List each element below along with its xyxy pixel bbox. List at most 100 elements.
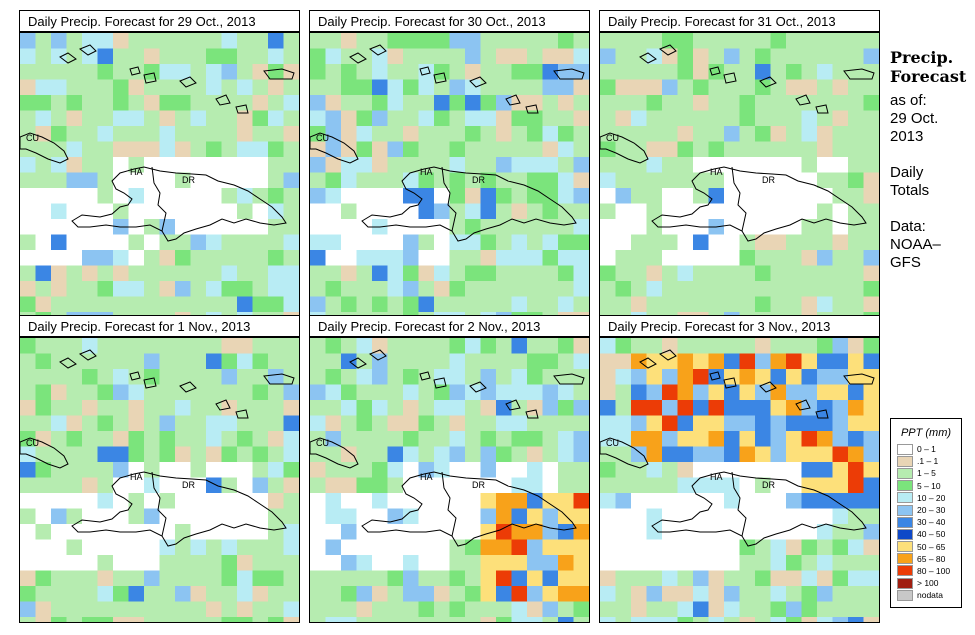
precip-cell xyxy=(144,570,160,587)
precip-cell xyxy=(51,353,67,370)
precip-cell xyxy=(646,338,663,354)
precip-cell xyxy=(159,508,176,525)
precip-cell xyxy=(403,415,419,432)
precip-cell xyxy=(631,188,647,204)
precip-cell xyxy=(268,400,284,416)
precip-cell xyxy=(20,415,36,432)
precip-cell xyxy=(480,493,497,509)
precip-cell xyxy=(128,555,145,571)
precip-cell xyxy=(527,493,543,509)
haiti-dr-border xyxy=(441,471,457,537)
precip-cell xyxy=(325,493,342,509)
precip-cell xyxy=(372,234,388,251)
precip-cell xyxy=(848,570,864,587)
precip-cell xyxy=(66,508,83,525)
island-coastline xyxy=(143,72,157,84)
precip-cell xyxy=(677,601,694,618)
precip-cell xyxy=(252,95,269,111)
precip-cell xyxy=(144,508,160,525)
precip-cell xyxy=(542,234,559,251)
precip-cell xyxy=(82,338,98,354)
precip-cell xyxy=(175,400,191,416)
precip-cell xyxy=(631,95,647,111)
precip-cell xyxy=(600,539,616,556)
precip-cell xyxy=(221,172,238,189)
precip-cell xyxy=(310,95,326,111)
precip-cell xyxy=(631,617,647,622)
precip-cell xyxy=(770,250,787,266)
precip-cell xyxy=(341,570,357,587)
precip-cell xyxy=(739,250,756,266)
precip-cell xyxy=(268,33,284,49)
precip-cell xyxy=(325,477,342,494)
precip-cell xyxy=(387,79,404,96)
precip-cell xyxy=(310,384,326,401)
precip-cell xyxy=(496,219,512,235)
precip-cell xyxy=(770,462,787,478)
precip-cell xyxy=(755,79,771,96)
precip-cell xyxy=(175,586,191,602)
precip-cell xyxy=(144,95,160,111)
precip-cell xyxy=(693,265,709,282)
precip-cell xyxy=(615,338,632,354)
precip-cell xyxy=(82,539,98,556)
precip-cell xyxy=(113,570,129,587)
precip-cell xyxy=(190,353,207,370)
asof-label: as of: xyxy=(890,92,927,109)
precip-cell xyxy=(51,48,67,65)
precip-cell xyxy=(832,64,849,80)
precip-cell xyxy=(82,415,98,432)
precip-cell xyxy=(206,64,222,80)
precip-cell xyxy=(496,234,512,251)
precip-cell xyxy=(159,400,176,416)
precip-cell xyxy=(252,555,269,571)
precip-cell xyxy=(863,234,879,251)
legend-item: 1 – 5 xyxy=(891,467,961,479)
precip-cell xyxy=(82,250,98,266)
precip-cell xyxy=(206,400,222,416)
precip-cell xyxy=(35,188,52,204)
precip-cell xyxy=(268,353,284,370)
precip-cell xyxy=(848,265,864,282)
precip-cell xyxy=(434,64,450,80)
precip-cell xyxy=(35,353,52,370)
haiti-label: HA xyxy=(420,472,433,482)
legend-item: 10 – 20 xyxy=(891,492,961,504)
precip-cell xyxy=(97,141,114,158)
precip-cell xyxy=(252,415,269,432)
precip-cell xyxy=(755,234,771,251)
precip-cell xyxy=(221,338,238,354)
precip-cell xyxy=(403,126,419,142)
precip-cell xyxy=(755,384,771,401)
precip-cell xyxy=(310,493,326,509)
precip-cell xyxy=(724,462,740,478)
precip-cell xyxy=(739,415,756,432)
precip-cell xyxy=(600,338,616,354)
precip-cell xyxy=(527,384,543,401)
island-coastline xyxy=(368,349,387,361)
precip-cell xyxy=(646,219,663,235)
haiti-dr-border xyxy=(151,471,167,537)
precip-cell xyxy=(325,617,342,622)
precip-cell xyxy=(221,384,238,401)
precip-cell xyxy=(527,126,543,142)
precip-cell xyxy=(449,353,466,370)
precip-cell xyxy=(770,296,787,313)
precip-cell xyxy=(387,141,404,158)
precip-cell xyxy=(600,33,616,49)
precip-cell xyxy=(128,431,145,447)
precip-cell xyxy=(770,33,787,49)
precip-cell xyxy=(786,234,802,251)
precip-cell xyxy=(206,141,222,158)
precip-cell xyxy=(190,338,207,354)
precip-cell xyxy=(511,188,528,204)
precip-cell xyxy=(770,493,787,509)
precip-cell xyxy=(801,446,818,463)
precip-cell xyxy=(51,188,67,204)
precip-cell xyxy=(341,64,357,80)
precip-cell xyxy=(480,477,497,494)
precip-cell xyxy=(724,477,740,494)
precip-cell xyxy=(325,431,342,447)
precip-cell xyxy=(144,234,160,251)
precip-cell xyxy=(113,188,129,204)
